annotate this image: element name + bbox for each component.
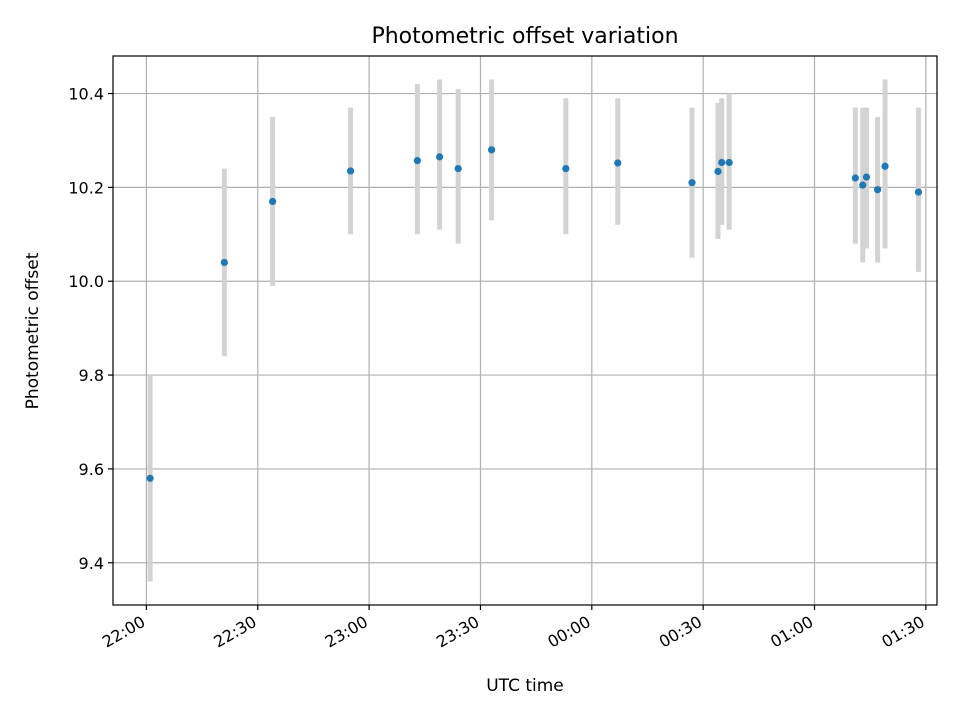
data-point — [614, 159, 622, 167]
x-tick-label: 23:00 — [322, 612, 371, 652]
data-point — [436, 153, 444, 161]
tick-layer: 22:00 22:30 23:00 23:30 00:00 00:30 01:00 01:30… — [68, 85, 927, 652]
point-layer — [146, 146, 923, 482]
x-tick-label: 22:30 — [210, 612, 259, 652]
x-axis-label: UTC time — [486, 676, 564, 696]
data-point — [220, 258, 228, 267]
x-tick-label: 23:30 — [433, 612, 482, 652]
data-point — [851, 174, 859, 182]
chart-title: Photometric offset variation — [371, 24, 678, 49]
data-point — [146, 474, 154, 482]
x-tick-label: 00:30 — [656, 612, 705, 652]
grid-layer — [113, 56, 937, 605]
x-tick-label: 00:00 — [544, 612, 593, 652]
data-point — [269, 197, 277, 206]
data-point — [688, 179, 696, 187]
data-point — [914, 188, 923, 196]
data-point — [714, 167, 722, 176]
data-point — [413, 157, 421, 165]
data-point — [859, 181, 867, 189]
data-point — [881, 162, 889, 170]
errorbar-layer — [147, 79, 921, 582]
y-tick-label: 9.8 — [79, 366, 104, 385]
data-point — [718, 158, 726, 167]
y-tick-label: 9.4 — [79, 554, 104, 573]
data-point — [862, 173, 871, 181]
x-tick-label: 01:30 — [878, 612, 927, 652]
y-tick-label: 10.2 — [68, 178, 104, 197]
x-tick-label: 22:00 — [99, 612, 148, 652]
data-point — [725, 158, 733, 167]
x-tick-label: 01:00 — [767, 612, 816, 652]
data-point — [487, 146, 496, 154]
data-point — [346, 167, 355, 175]
plot-frame — [112, 55, 938, 606]
data-point — [454, 165, 462, 173]
y-tick-label: 9.6 — [79, 460, 104, 479]
y-tick-label: 10.0 — [68, 272, 104, 291]
data-point — [874, 186, 882, 194]
y-axis-label: Photometric offset — [23, 252, 43, 409]
y-tick-label: 10.4 — [68, 85, 104, 104]
data-point — [562, 165, 570, 173]
